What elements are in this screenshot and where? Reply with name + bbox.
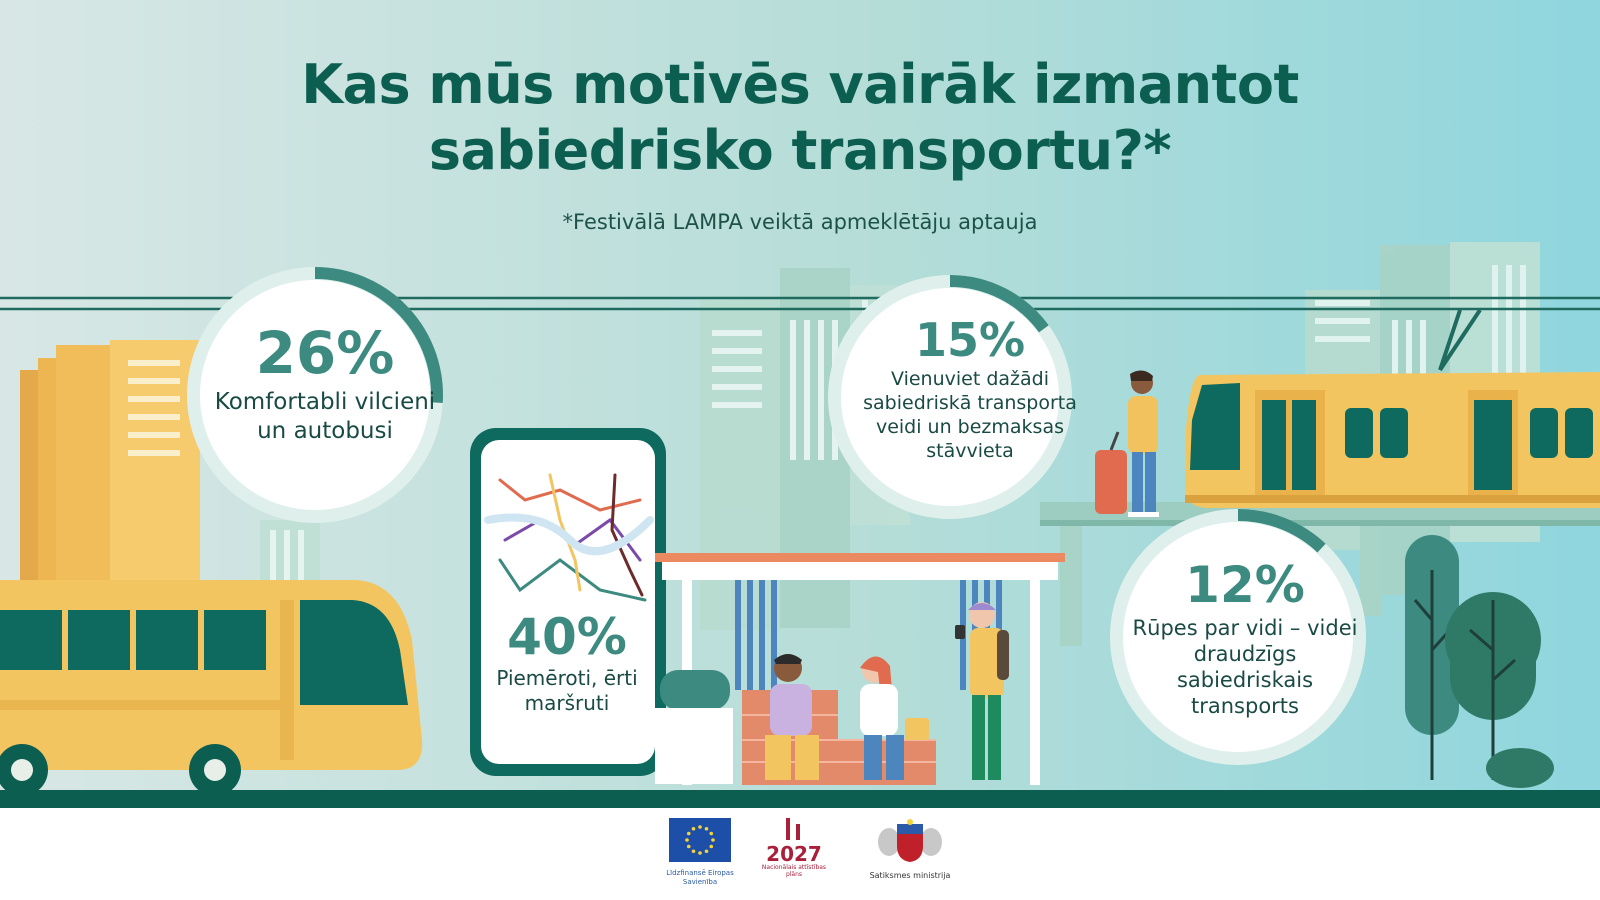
stat-label: Piemēroti, ērti maršruti xyxy=(496,666,638,715)
nap-year: 2027 xyxy=(766,842,822,866)
scene-illustration xyxy=(0,242,1600,808)
eu-star-icon xyxy=(685,838,689,842)
stat-label: Vienuviet dažādi sabiedriskā transporta … xyxy=(863,368,1077,462)
standing-person xyxy=(955,602,1009,780)
eu-star-icon xyxy=(698,825,702,829)
footer xyxy=(0,808,1600,900)
eu-star-icon xyxy=(686,844,691,849)
stat-circle-environment xyxy=(1123,522,1353,752)
stat-routes: 40% Piemēroti, ērti maršruti xyxy=(482,608,652,716)
traveler-figure xyxy=(1095,370,1159,517)
stat-label: Komfortabli vilcieni un autobusi xyxy=(205,388,445,446)
ground xyxy=(0,790,1600,808)
stat-environment: 12% Rūpes par vidi – videi draudzīgs sab… xyxy=(1125,555,1365,719)
stat-circle-parking xyxy=(841,288,1059,506)
coat-of-arms-icon xyxy=(878,819,942,862)
phone xyxy=(470,428,666,776)
stat-parking: 15% Vienuviet dažādi sabiedriskā transpo… xyxy=(860,313,1080,463)
stat-progress-arc-comfort xyxy=(314,267,443,404)
left-buildings xyxy=(20,340,200,610)
eu-logo: Līdzfinansē Eiropas Savienība xyxy=(660,818,740,887)
seated-people xyxy=(765,654,929,780)
stat-progress-arc-environment xyxy=(1237,509,1326,553)
ministry-caption: Satiksmes ministrija xyxy=(869,871,951,880)
page-title: Kas mūs motivēs vairāk izmantot sabiedri… xyxy=(200,52,1400,184)
eu-star-icon xyxy=(698,851,702,855)
eu-star-icon xyxy=(711,838,715,842)
stat-percent: 40% xyxy=(507,608,627,666)
eu-star-icon xyxy=(691,849,696,854)
eu-flag-icon xyxy=(669,818,731,862)
title-line-1: Kas mūs motivēs vairāk izmantot xyxy=(301,53,1299,116)
stat-percent: 12% xyxy=(1185,556,1305,614)
stat-percent: 15% xyxy=(914,313,1026,367)
nap-bars-icon xyxy=(786,818,800,840)
nap-logo: 2027 Nacionālais attīstības plāns xyxy=(758,818,830,878)
nap-caption: Nacionālais attīstības plāns xyxy=(761,864,827,878)
eu-star-icon xyxy=(709,844,714,849)
stat-label-text: Komfortabli vilcieni un autobusi xyxy=(214,389,436,444)
title-line-2: sabiedrisko transportu?* xyxy=(428,119,1172,182)
eu-star-icon xyxy=(704,849,709,854)
stat-label: Rūpes par vidi – videi draudzīgs sabiedr… xyxy=(1132,616,1358,718)
stat-circle-comfort xyxy=(200,280,430,510)
stat-rings xyxy=(187,267,1366,765)
scene-background: Kas mūs motivēs vairāk izmantot sabiedri… xyxy=(0,0,1600,808)
eu-star-icon xyxy=(686,831,691,836)
stat-percent: 26% xyxy=(255,319,395,387)
eu-star-icon xyxy=(704,826,709,831)
stat-comfort: 26% Komfortabli vilcieni un autobusi xyxy=(205,318,445,446)
tram xyxy=(1185,308,1600,508)
stat-progress-arc-parking xyxy=(949,275,1049,333)
survey-note: *Festivālā LAMPA veiktā apmeklētāju apta… xyxy=(562,210,1038,234)
eu-star-icon xyxy=(691,826,696,831)
eu-star-icon xyxy=(709,831,714,836)
eu-caption: Līdzfinansē Eiropas Savienība xyxy=(666,869,734,886)
trees xyxy=(1405,535,1554,788)
ministry-logo: Satiksmes ministrija xyxy=(855,818,965,881)
bus xyxy=(0,580,423,796)
